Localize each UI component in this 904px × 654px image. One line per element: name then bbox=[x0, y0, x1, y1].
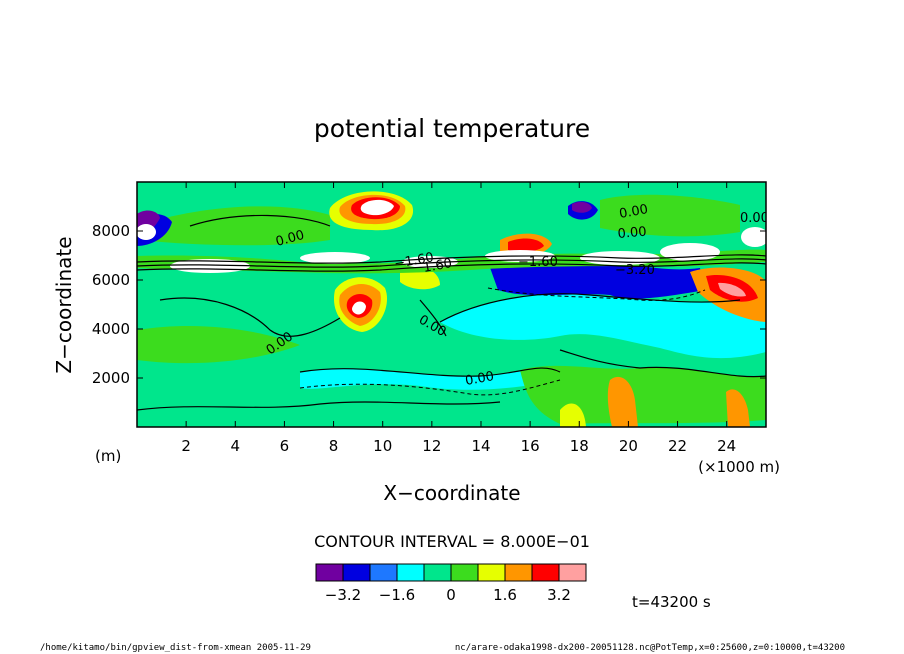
contour-line-layer bbox=[137, 214, 766, 411]
colorbar-swatch bbox=[315, 563, 344, 582]
plot-area: 0.000.000.000.000.000.000.00−1.60−1.60 −3… bbox=[137, 182, 769, 427]
colorbar-swatch bbox=[531, 563, 560, 582]
x-axis-label: X−coordinate bbox=[383, 481, 520, 505]
field-pink-blob bbox=[718, 282, 746, 297]
colorbar-swatch bbox=[477, 563, 506, 582]
colorbar-tick-label: −1.6 bbox=[379, 586, 415, 604]
contour-line bbox=[137, 258, 766, 268]
contour-line bbox=[299, 367, 561, 377]
chart-title: potential temperature bbox=[314, 114, 590, 143]
x-tick-label: 18 bbox=[570, 437, 589, 455]
field-green-region bbox=[600, 194, 740, 237]
x-tick-label: 12 bbox=[422, 437, 441, 455]
y-unit-label: (m) bbox=[95, 447, 121, 465]
x-tick-label: 2 bbox=[181, 437, 191, 455]
contour-label: 0.00 bbox=[617, 225, 647, 242]
contour-label: −1.60 bbox=[393, 250, 435, 272]
y-tick-label: 4000 bbox=[92, 320, 130, 338]
field-white-core bbox=[352, 301, 366, 315]
colorbar: −3.2 −1.6 0 1.6 3.2 bbox=[315, 563, 587, 604]
y-tick-label: 2000 bbox=[92, 369, 130, 387]
field-orange-blob bbox=[607, 376, 638, 427]
x-tick-label: 20 bbox=[619, 437, 638, 455]
contour-label: 1.60 bbox=[422, 256, 453, 276]
x-tick-label: 24 bbox=[717, 437, 736, 455]
colorbar-tick-label: 1.6 bbox=[493, 586, 517, 604]
field-green-region bbox=[137, 325, 300, 364]
y-tick-label: 6000 bbox=[92, 271, 130, 289]
colorbar-swatch bbox=[504, 563, 533, 582]
colorbar-swatch bbox=[369, 563, 398, 582]
field-purple-patch bbox=[572, 201, 592, 213]
plot-frame bbox=[136, 181, 767, 428]
contour-label: −3.20 bbox=[615, 263, 655, 278]
y-tick-label: 8000 bbox=[92, 222, 130, 240]
contour-line-negative bbox=[487, 287, 706, 301]
contour-label: 0.00 bbox=[464, 369, 495, 389]
x-tick-label: 4 bbox=[231, 437, 241, 455]
contour-label: 0.00 bbox=[618, 202, 649, 222]
colorbar-swatch bbox=[450, 563, 479, 582]
contour-line bbox=[189, 214, 331, 227]
contour-line bbox=[137, 254, 766, 264]
contour-fill-layer bbox=[137, 191, 766, 427]
field-cyan-region bbox=[440, 293, 766, 359]
colorbar-swatch bbox=[396, 563, 425, 582]
field-white-core bbox=[741, 227, 766, 247]
x-tick-label: 22 bbox=[668, 437, 687, 455]
y-axis: 2000 4000 6000 8000 bbox=[92, 222, 766, 387]
contour-line bbox=[137, 401, 501, 411]
x-tick-label: 16 bbox=[521, 437, 540, 455]
colorbar-tick-label: −3.2 bbox=[325, 586, 361, 604]
field-red-blob bbox=[508, 238, 544, 253]
colorbar-tick-label: 3.2 bbox=[547, 586, 571, 604]
field-orange-blob bbox=[726, 389, 750, 427]
x-unit-label: (×1000 m) bbox=[698, 458, 780, 476]
contour-line bbox=[419, 299, 447, 337]
contour-label: −1.60 bbox=[518, 255, 558, 270]
time-label: t=43200 s bbox=[632, 593, 711, 611]
footer-left: /home/kitamo/bin/gpview_dist-from-xmean … bbox=[40, 643, 311, 653]
colorbar-swatch bbox=[342, 563, 371, 582]
colorbar-tick-label: 0 bbox=[446, 586, 456, 604]
x-axis: 2 4 6 8 10 12 14 16 18 20 22 24 bbox=[181, 182, 736, 455]
y-axis-label: Z−coordinate bbox=[52, 236, 76, 373]
contour-line bbox=[137, 262, 766, 272]
colorbar-swatch bbox=[558, 563, 587, 582]
x-tick-label: 6 bbox=[280, 437, 290, 455]
x-tick-label: 8 bbox=[329, 437, 339, 455]
field-green-region bbox=[520, 365, 766, 424]
contour-line bbox=[439, 293, 741, 323]
contour-label: 0.00 bbox=[274, 228, 306, 250]
contour-label: 0.00 bbox=[740, 211, 769, 226]
contour-interval-text: CONTOUR INTERVAL = 8.000E−01 bbox=[314, 532, 590, 551]
field-white-core bbox=[360, 199, 394, 216]
field-white-core bbox=[137, 224, 156, 240]
footer-right: nc/arare-odaka1998-dx200-20051128.nc@Pot… bbox=[455, 643, 845, 653]
colorbar-swatch bbox=[423, 563, 452, 582]
field-white-core bbox=[300, 252, 370, 264]
contour-label-layer: 0.000.000.000.000.000.000.00−1.60−1.60 −3… bbox=[264, 202, 769, 389]
field-white-core bbox=[660, 243, 720, 261]
x-tick-label: 10 bbox=[373, 437, 392, 455]
x-tick-label: 14 bbox=[471, 437, 490, 455]
contour-line bbox=[559, 349, 766, 378]
field-blue-band bbox=[488, 262, 705, 299]
contour-line bbox=[159, 297, 341, 337]
